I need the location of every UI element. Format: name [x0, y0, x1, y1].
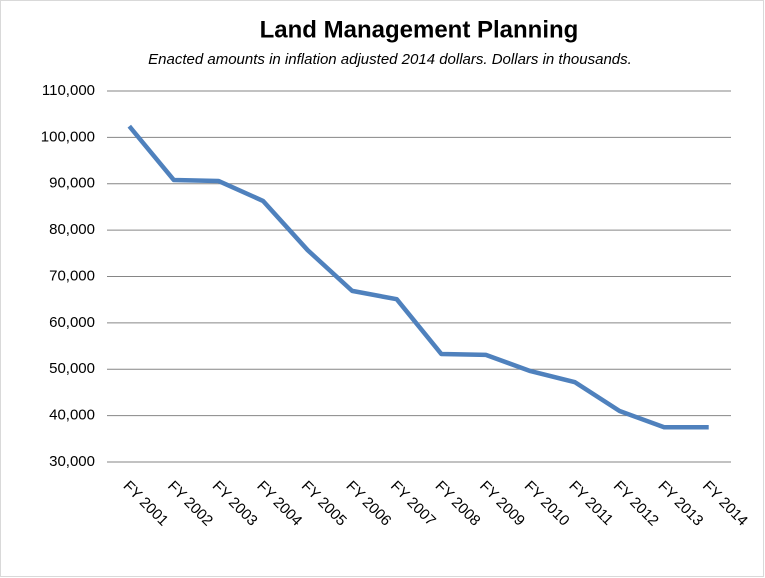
y-tick-label: 70,000 — [49, 267, 95, 284]
chart-subtitle: Enacted amounts in inflation adjusted 20… — [148, 51, 632, 68]
y-tick-label: 80,000 — [49, 221, 95, 238]
y-tick-label: 60,000 — [49, 314, 95, 331]
y-tick-label: 110,000 — [42, 82, 95, 99]
y-tick-label: 40,000 — [49, 407, 95, 424]
y-tick-label: 30,000 — [49, 453, 95, 470]
chart-title: Land Management Planning — [260, 16, 579, 43]
line — [127, 124, 709, 430]
y-tick-label: 50,000 — [49, 360, 95, 377]
y-tick-label: 100,000 — [41, 128, 95, 145]
y-tick-label: 90,000 — [49, 175, 95, 192]
